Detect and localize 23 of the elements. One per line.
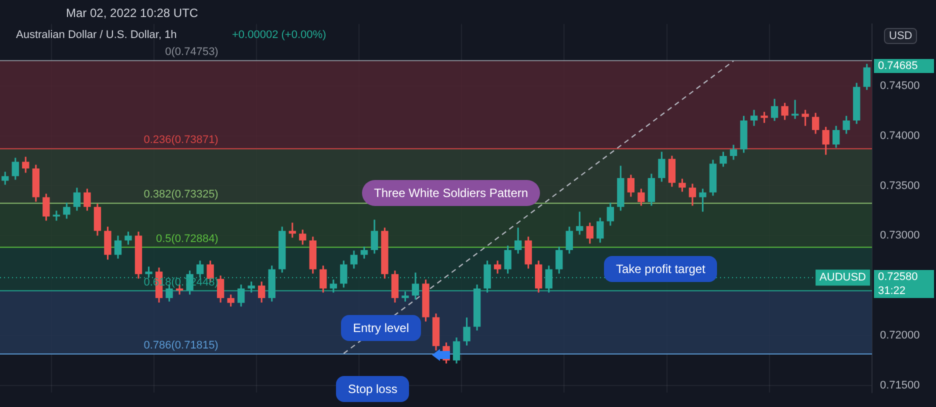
text: 0.74685 <box>874 59 934 73</box>
ref-line-label: 0(0.74753) <box>165 46 218 58</box>
ref-line-label: 0.382(0.73325) <box>144 188 218 201</box>
annotation: Take profit target <box>604 256 718 282</box>
y-tick-label: 0.74000 <box>880 130 920 142</box>
annotation: Three White Soldiers Pattern <box>362 180 540 206</box>
text: 0.72580 <box>874 270 934 284</box>
text: 31:22 <box>874 284 934 298</box>
chart-subtitle: +0.00002 (+0.00%) <box>232 29 326 41</box>
ref-line-label: 0.5(0.72884) <box>156 232 218 245</box>
ref-line-label: 0.236(0.73871) <box>144 134 218 146</box>
y-tick-label: 0.71500 <box>880 379 920 392</box>
ref-line-label: 0.786(0.71815) <box>144 339 218 352</box>
y-tick-label: 0.74500 <box>880 80 920 92</box>
text: USD <box>884 28 918 44</box>
annotation: Stop loss <box>336 376 410 402</box>
text: Mar 02, 2022 10:28 UTC <box>66 6 198 20</box>
annotation: Entry level <box>341 315 422 341</box>
chart-title: Australian Dollar / U.S. Dollar, 1h <box>16 29 177 41</box>
y-tick-label: 0.73000 <box>880 230 920 242</box>
y-tick-label: 0.72000 <box>880 330 920 342</box>
ref-line-label: AUDUSD <box>820 272 866 284</box>
y-tick-label: 0.73500 <box>880 180 920 192</box>
